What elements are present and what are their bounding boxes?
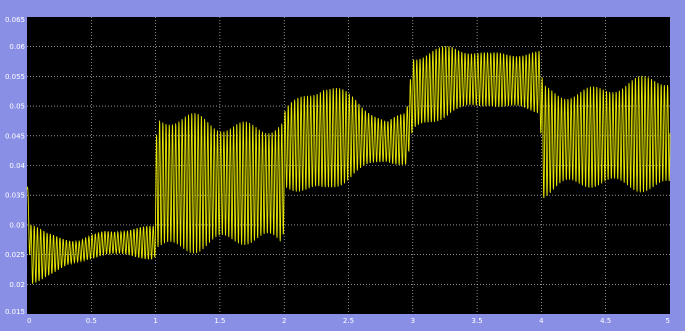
signal-line bbox=[26, 46, 671, 284]
y-tick-label: 0.06 bbox=[9, 43, 25, 51]
y-tick-label: 0.02 bbox=[9, 281, 25, 289]
y-tick-label: 0.065 bbox=[5, 16, 25, 24]
x-tick-label: 4.5 bbox=[600, 317, 611, 325]
y-axis-ticks: 0.015 0.02 0.025 0.03 0.035 0.04 0.045 0.05 0.05… bbox=[5, 16, 26, 316]
signal-trace bbox=[26, 46, 671, 284]
x-tick-label: 3 bbox=[411, 317, 415, 325]
y-tick-label: 0.045 bbox=[5, 132, 25, 140]
y-tick-label: 0.035 bbox=[5, 192, 25, 200]
x-tick-label: 4 bbox=[539, 317, 544, 325]
y-tick-label: 0.025 bbox=[5, 251, 25, 259]
x-tick-label: 0.5 bbox=[86, 317, 97, 325]
y-tick-label: 0.055 bbox=[5, 73, 25, 81]
x-tick-label: 2.5 bbox=[343, 317, 354, 325]
x-tick-label: 0 bbox=[27, 317, 31, 325]
x-tick-label: 1 bbox=[153, 317, 157, 325]
y-tick-label: 0.015 bbox=[5, 308, 25, 316]
x-tick-label: 3.5 bbox=[472, 317, 483, 325]
x-tick-label: 5 bbox=[666, 317, 670, 325]
x-tick-label: 1.5 bbox=[214, 317, 225, 325]
x-axis-ticks: 0 0.5 1 1.5 2 2.5 3 3.5 4 4.5 5 bbox=[27, 317, 670, 325]
y-tick-label: 0.04 bbox=[9, 162, 25, 170]
y-tick-label: 0.03 bbox=[9, 221, 25, 229]
y-tick-label: 0.05 bbox=[9, 103, 25, 111]
x-tick-label: 2 bbox=[282, 317, 286, 325]
